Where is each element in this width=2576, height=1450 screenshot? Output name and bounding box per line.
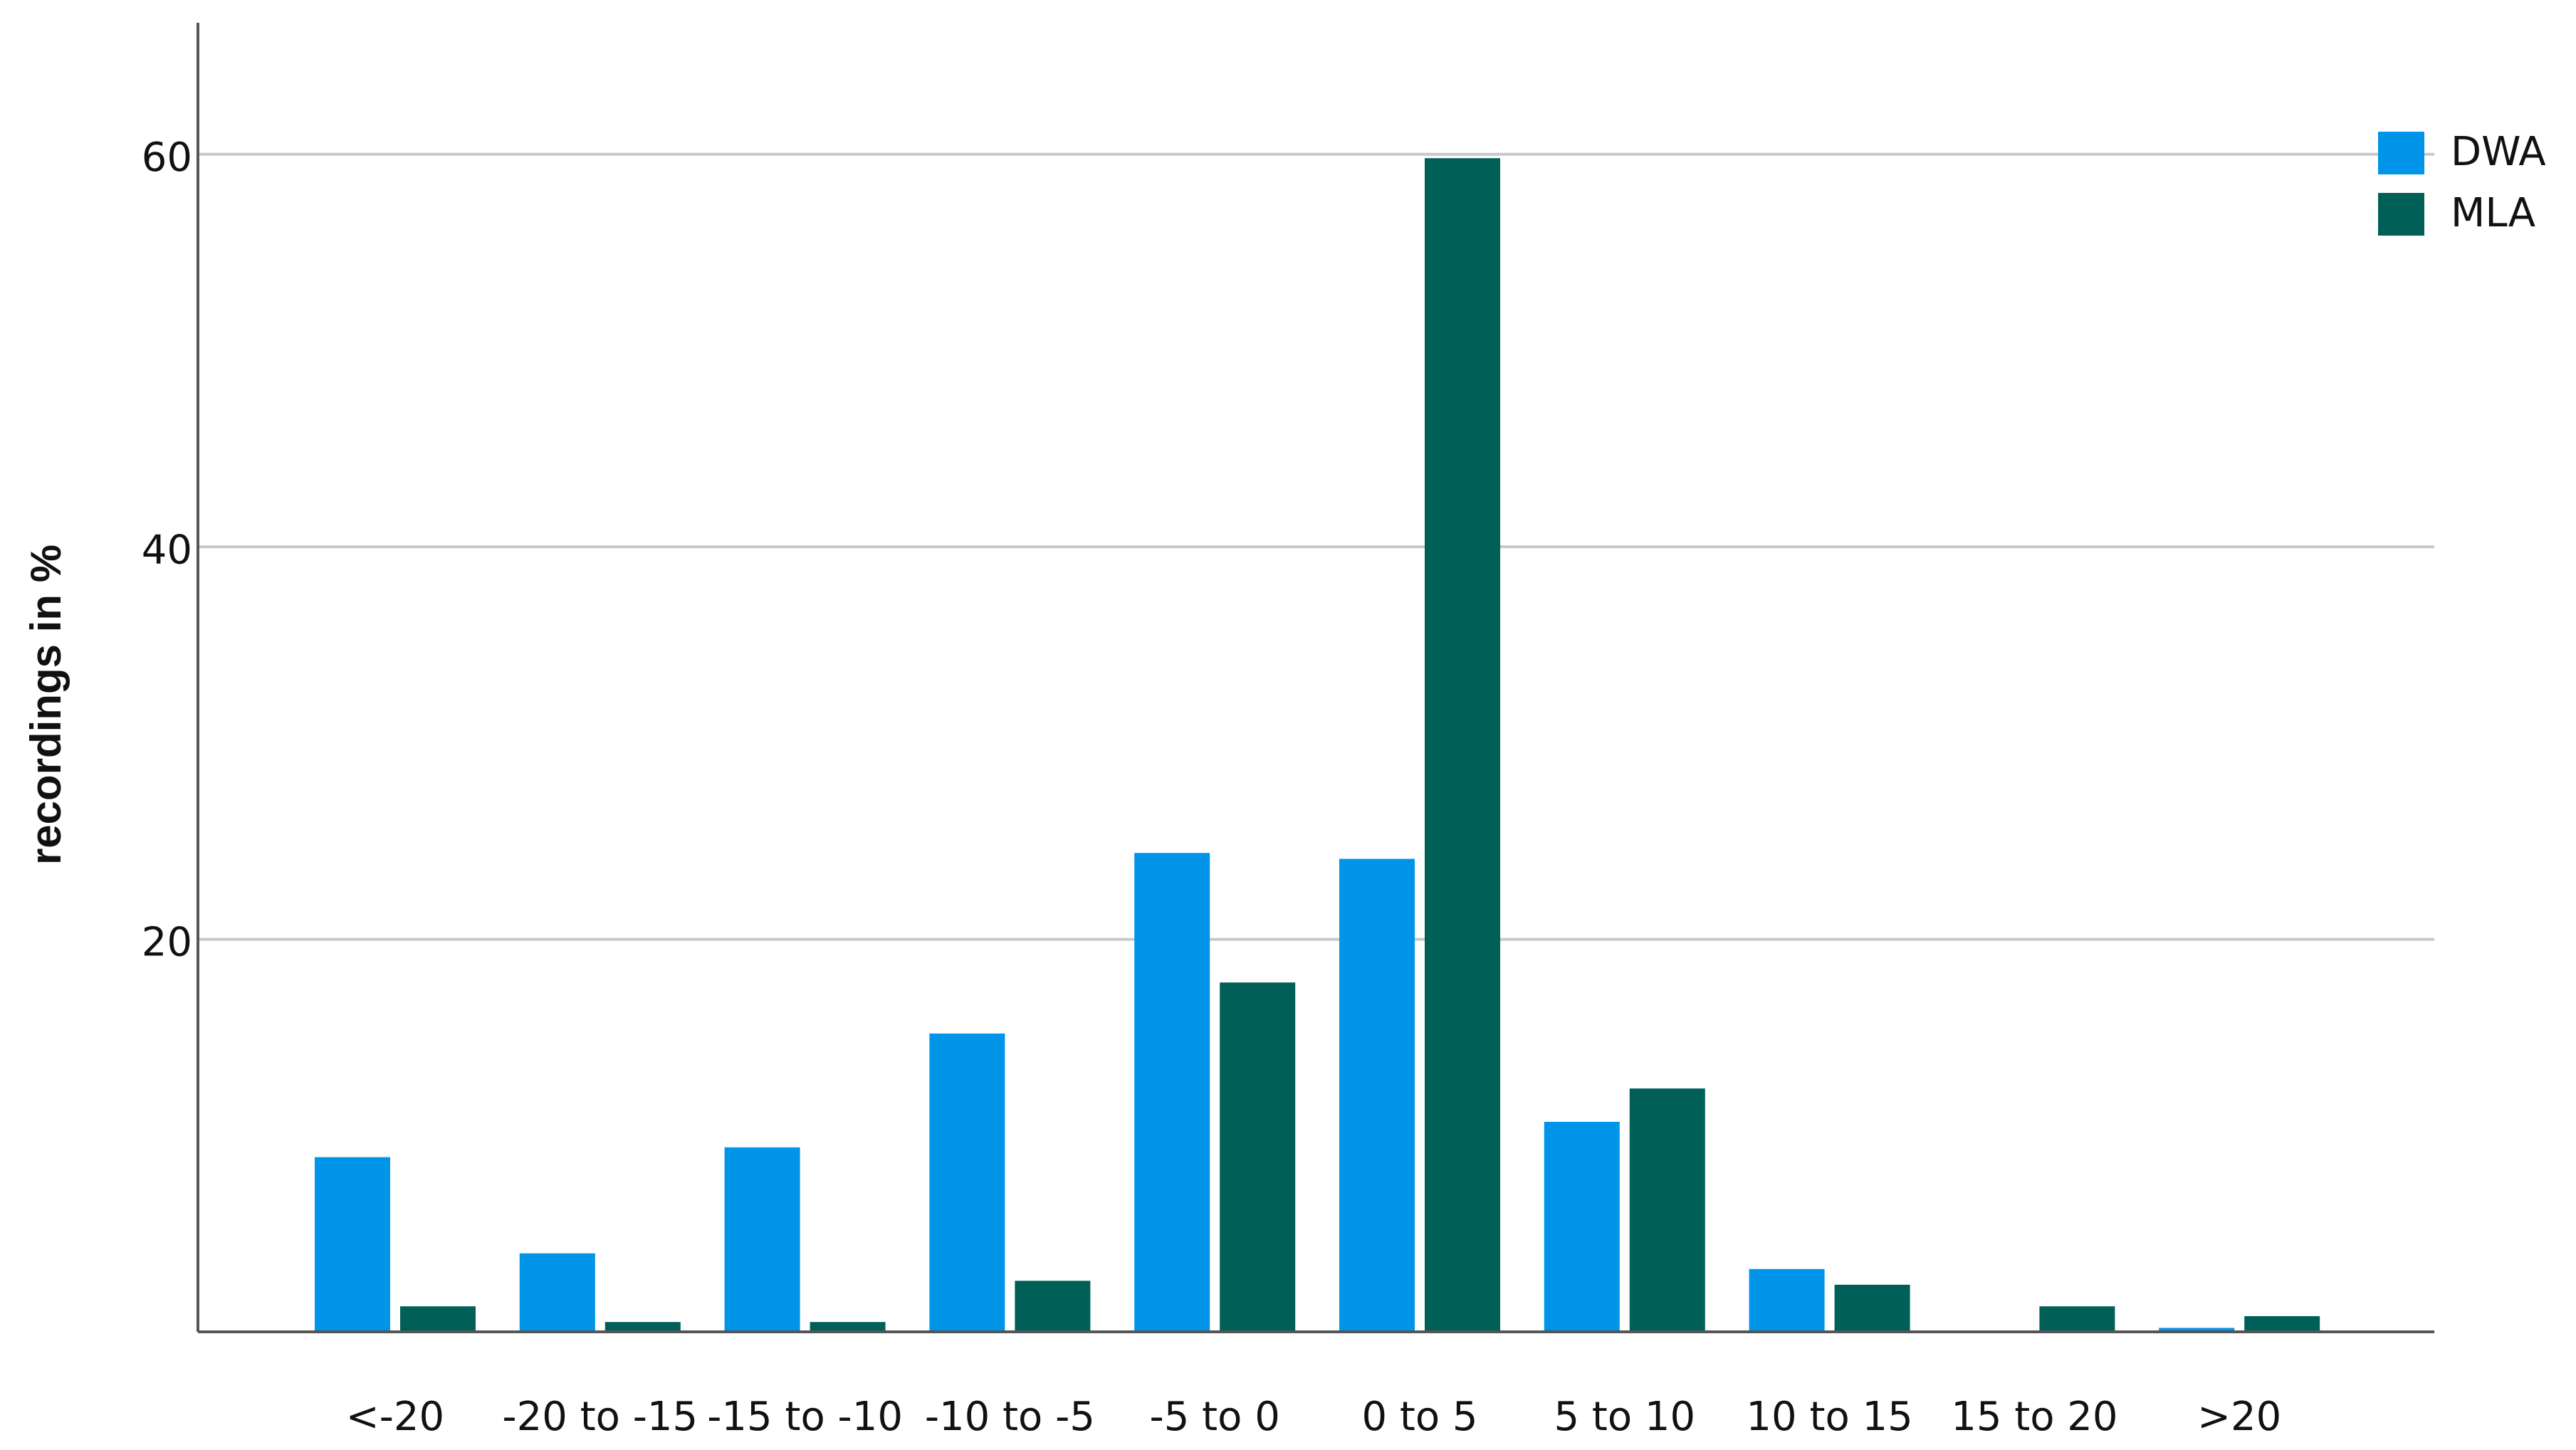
bar	[929, 1033, 1005, 1332]
y-tick-label: 40	[142, 527, 192, 573]
x-tick-label: <-20	[346, 1394, 444, 1440]
y-tick-label: 20	[142, 920, 192, 966]
x-tick-label: 15 to 20	[1951, 1394, 2117, 1440]
legend-label: MLA	[2451, 190, 2535, 236]
bar	[1834, 1284, 1910, 1332]
y-axis-label: recordings in %	[22, 545, 70, 865]
bar	[1425, 158, 1500, 1333]
bar	[1339, 858, 1415, 1332]
bar	[724, 1147, 800, 1332]
bar	[1629, 1088, 1705, 1332]
bar	[1544, 1121, 1620, 1332]
x-tick-label: >20	[2197, 1394, 2281, 1440]
legend-label: DWA	[2451, 129, 2546, 175]
bar	[1134, 853, 1210, 1332]
bar	[1749, 1268, 1825, 1332]
x-tick-label: 5 to 10	[1554, 1394, 1695, 1440]
x-tick-label: 10 to 15	[1746, 1394, 1912, 1440]
legend-swatch	[2378, 193, 2424, 236]
bar	[2159, 1328, 2235, 1332]
x-tick-label: -20 to -15	[502, 1394, 698, 1440]
bar	[1015, 1281, 1091, 1332]
bar	[1220, 982, 1296, 1332]
x-tick-label: 0 to 5	[1361, 1394, 1477, 1440]
bar	[604, 1322, 681, 1332]
bar	[2244, 1315, 2320, 1332]
legend-swatch	[2378, 132, 2424, 174]
bar	[519, 1253, 595, 1332]
bar	[315, 1157, 390, 1332]
x-tick-label: -15 to -10	[707, 1394, 903, 1440]
x-tick-label: -10 to -5	[925, 1394, 1095, 1440]
bar	[2039, 1306, 2115, 1332]
y-tick-label: 60	[142, 135, 192, 181]
bar	[810, 1322, 886, 1332]
x-tick-label: -5 to 0	[1150, 1394, 1280, 1440]
bar	[400, 1306, 476, 1332]
